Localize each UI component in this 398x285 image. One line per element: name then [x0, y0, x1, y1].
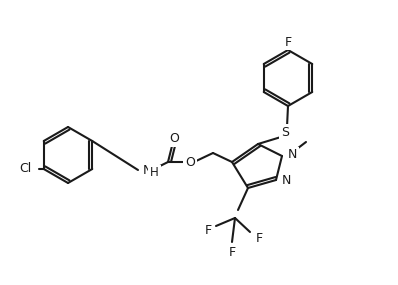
Text: N: N [288, 148, 297, 162]
Text: N: N [143, 164, 152, 176]
Text: F: F [285, 36, 292, 48]
Text: Cl: Cl [20, 162, 32, 176]
Text: S: S [281, 125, 289, 139]
Text: F: F [228, 247, 236, 260]
Text: H: H [150, 166, 159, 180]
Text: O: O [185, 156, 195, 168]
Text: F: F [256, 231, 263, 245]
Text: F: F [205, 225, 212, 237]
Text: O: O [169, 133, 179, 146]
Text: N: N [282, 174, 291, 188]
